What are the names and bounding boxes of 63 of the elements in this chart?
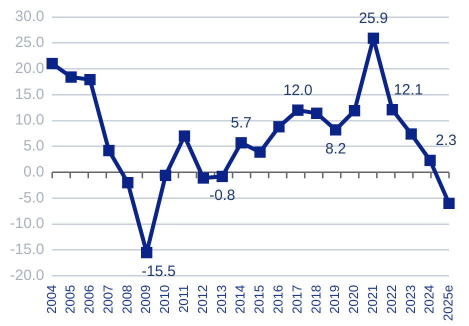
point [122,177,134,188]
point [273,121,285,132]
x-tick-label: 2022 [384,284,399,314]
point [216,170,228,182]
x-tick-label: 2014 [232,284,248,314]
point [178,130,190,142]
x-tick-label: 2016 [270,284,286,314]
x-tick-label: 2020 [346,284,362,314]
x-tick-label: 2004 [44,284,59,314]
point [103,144,115,156]
point [160,170,172,182]
point [65,71,77,83]
x-tick-label: 2013 [214,284,229,314]
y-tick-label: -10.0 [10,215,44,232]
x-tick-label: 2007 [100,284,116,314]
point [424,154,436,166]
x-tick-label: 2005 [62,284,78,314]
x-tick-label: 2018 [308,284,324,314]
x-tick-label: 2024 [422,284,437,314]
data-label: -15.5 [142,263,176,280]
x-tick-label: 2009 [138,284,154,314]
data-label: 25.9 [358,10,388,27]
y-tick-label: -20.0 [10,266,44,284]
point [311,108,322,119]
x-tick-label: 2010 [157,284,172,314]
x-tick-label: 2006 [82,284,97,314]
x-tick-label: 2019 [327,284,342,314]
data-label: 5.7 [230,114,252,132]
y-tick-label: -5.0 [18,189,44,206]
point [46,58,58,70]
x-tick-label: 2015 [252,284,267,314]
point [443,198,455,210]
point [235,137,247,148]
point [254,146,266,158]
data-label: 12.1 [394,81,423,98]
point [368,32,380,44]
x-tick-label: 2011 [176,284,192,313]
y-tick-label: 5.0 [23,138,44,155]
y-tick-label: 20.0 [14,60,44,77]
point [330,124,342,136]
y-tick-label: 25.0 [14,34,44,52]
x-tick-label: 2012 [194,284,210,314]
y-tick-label: 30.0 [14,8,44,26]
point [406,128,417,140]
point [292,104,304,116]
x-tick-label: 2025e [440,284,456,322]
data-label: 2.3 [436,132,457,150]
data-label: 8.2 [325,140,346,158]
x-tick-label: 2023 [402,284,418,314]
y-tick-label: 0.0 [23,163,44,180]
y-tick-label: 10.0 [14,112,44,129]
point [141,246,152,258]
x-tick-label: 2017 [289,284,304,314]
point [84,74,96,86]
y-tick-label: 15.0 [14,86,44,103]
x-tick-label: 2021 [364,284,380,314]
point [386,104,398,116]
data-label: 12.0 [283,82,312,99]
y-tick-label: -15.0 [10,241,44,258]
point [198,172,210,184]
x-tick-label: 2008 [119,284,134,314]
data-label: -0.8 [209,187,236,204]
point [348,105,360,116]
